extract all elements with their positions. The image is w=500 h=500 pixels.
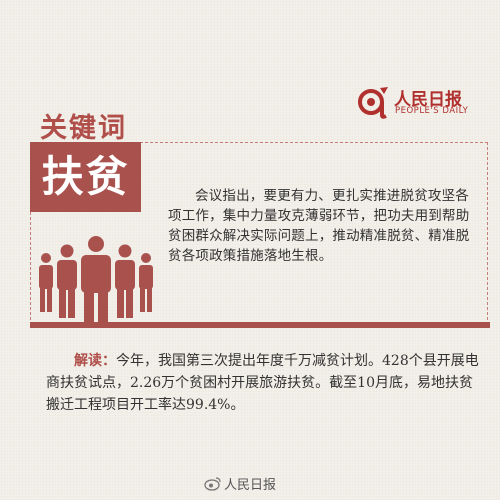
people-group-icon	[39, 236, 153, 323]
people-daily-logo-icon	[358, 87, 388, 119]
weibo-icon	[204, 477, 221, 491]
keyword-heading: 关键词	[40, 113, 127, 144]
logo-name: 人民日报	[394, 90, 462, 110]
keyword-badge: 扶贫	[30, 142, 141, 212]
interpretation-label: 解读：	[74, 353, 116, 369]
footer-text: 人民日报	[224, 478, 277, 493]
people-daily-logo: 人民日报 PEOPLE'S DAILY	[356, 84, 496, 124]
interpretation-text: 今年，我国第三次提出年度千万减贫计划。428个县开展电商扶贫试点，2.26万个贫…	[46, 353, 479, 413]
card-bottom-bar	[30, 322, 490, 328]
logo-subtitle: PEOPLE'S DAILY	[395, 106, 469, 116]
interpretation-paragraph: 解读：今年，我国第三次提出年度千万减贫计划。428个县开展电商扶贫试点，2.26…	[46, 350, 486, 416]
keyword-description: 会议指出，要更有力、更扎实推进脱贫攻坚各项工作，集中力量攻克薄弱环节，把功夫用到…	[168, 188, 470, 264]
